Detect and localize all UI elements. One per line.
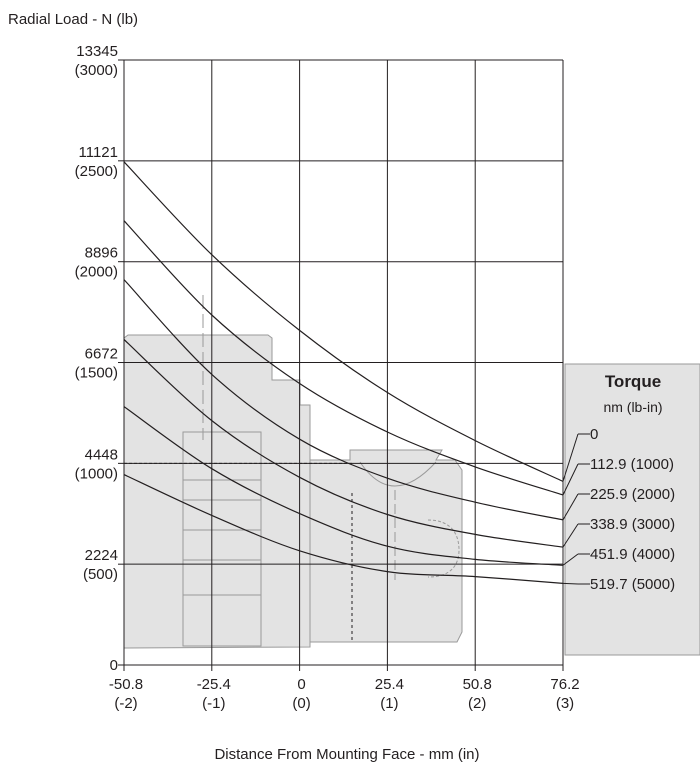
legend-title: Torque [605,372,661,391]
legend-leader [562,523,579,548]
y-tick-label: 11121 [79,144,119,161]
legend-leader [562,433,579,482]
x-axis: -50.8 (-2) -25.4 (-1) 0 (0) 25.4 (1) 50.8 (2) 76.2… [109,665,580,712]
x-axis-title: Distance From Mounting Face - mm (in) [214,746,479,763]
x-tick-label: -50.8 [109,676,143,693]
torque-curve-2 [123,279,564,521]
legend-label: 519.7 (5000) [590,576,675,593]
y-axis-title: Radial Load - N (lb) [8,11,138,28]
y-tick-label: 4448 [85,446,118,463]
x-tick-label-in: (3) [556,695,574,712]
legend-leader [562,463,579,496]
torque-curve-4 [123,406,564,566]
legend-leader [562,582,579,585]
torque-curve-1 [123,220,564,496]
legend-leader [562,553,579,566]
legend-label: 451.9 (4000) [590,546,675,563]
y-tick-label-lb: (1500) [75,365,118,382]
x-tick-label: 0 [297,676,305,693]
x-tick-label-in: (2) [468,695,486,712]
legend-leader [562,493,579,521]
legend-label: 112.9 (1000) [590,456,674,473]
torque-curves [123,161,564,584]
legend-subtitle: nm (lb-in) [603,399,662,415]
x-tick-label: 25.4 [375,676,404,693]
y-tick-label-lb: (2000) [75,264,118,281]
y-tick-label-lb: (2500) [75,163,118,180]
x-tick-label: 50.8 [463,676,492,693]
x-tick-label: 76.2 [550,676,579,693]
motor-silhouette [123,295,463,649]
x-tick-label-in: (1) [380,695,398,712]
y-tick-label-lb: (1000) [75,465,118,482]
y-tick-label: 8896 [85,245,118,262]
x-tick-label-in: (-1) [202,695,225,712]
x-tick-label-in: (0) [292,695,310,712]
y-tick-label: 2224 [85,547,118,564]
y-axis: 0 2224 (500) 4448 (1000) 6672 (1500) 8896 (2000)… [75,43,124,674]
legend: Torque nm (lb-in) 0 112.9 (1000) 225.9 (20… [562,363,700,656]
legend-items: 0 112.9 (1000) 225.9 (2000) 338.9 (3000) 451… [562,426,675,593]
y-tick-label-lb: (3000) [75,62,118,79]
y-tick-label: 13345 [76,43,118,60]
y-tick-label: 6672 [85,346,118,363]
legend-label: 338.9 (3000) [590,516,675,533]
torque-curve-0 [123,161,564,482]
x-tick-label: -25.4 [197,676,231,693]
torque-curve-3 [123,339,564,548]
torque-curve-5 [123,474,564,584]
y-tick-label-lb: (500) [83,566,118,583]
y-tick-label: 0 [110,657,118,674]
x-tick-label-in: (-2) [114,695,137,712]
legend-box [564,363,700,656]
legend-label: 225.9 (2000) [590,486,675,503]
legend-label: 0 [590,426,598,443]
